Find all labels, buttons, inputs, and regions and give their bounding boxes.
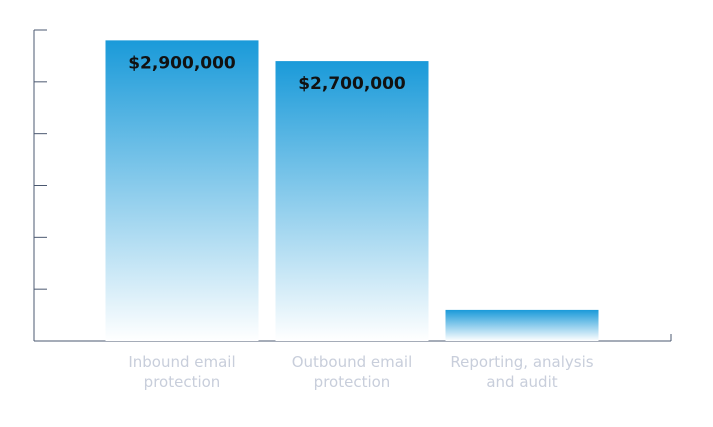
data-labels-group: $2,900,000 $2,700,000 xyxy=(128,53,406,94)
data-label-0: $2,900,000 xyxy=(128,53,236,73)
bar-2 xyxy=(445,309,599,341)
category-label-1: Outbound email protection xyxy=(291,353,413,391)
category-label-2: Reporting, analysis and audit xyxy=(450,353,594,391)
data-label-1: $2,700,000 xyxy=(298,74,406,94)
bar-1 xyxy=(275,61,429,341)
bar-0 xyxy=(105,40,259,341)
category-label-0: Inbound email protection xyxy=(128,353,236,391)
bars-group xyxy=(105,40,599,341)
